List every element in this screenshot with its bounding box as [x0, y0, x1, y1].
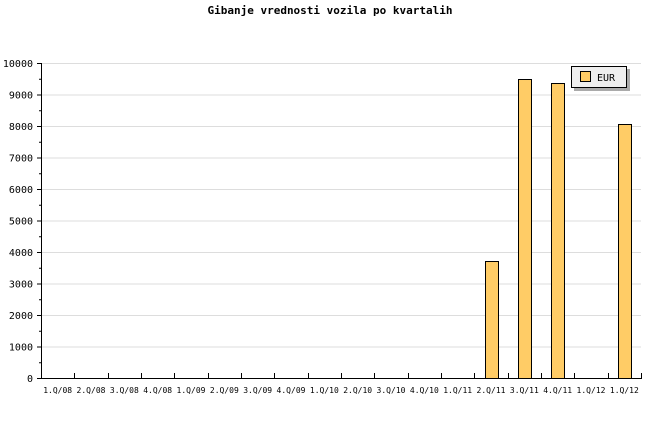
x-tick-label: 4.Q/08 [143, 386, 172, 395]
x-tick-label: 1.Q/12 [610, 386, 639, 395]
y-tick-label: 3000 [9, 280, 33, 291]
x-tick-label: 4.Q/09 [277, 386, 306, 395]
y-tick-label: 10000 [3, 59, 33, 70]
x-tick-label: 3.Q/11 [510, 386, 539, 395]
y-tick-label: 0 [27, 374, 33, 385]
bar [618, 124, 632, 379]
y-tick-label: 4000 [9, 248, 33, 259]
y-tick-label: 7000 [9, 154, 33, 165]
legend-swatch [580, 71, 591, 82]
x-tick-label: 3.Q/09 [243, 386, 272, 395]
x-tick-label: 4.Q/10 [410, 386, 439, 395]
y-tick-label: 9000 [9, 91, 33, 102]
y-tick-label: 5000 [9, 217, 33, 228]
y-tick-label: 6000 [9, 185, 33, 196]
x-tick-label: 1.Q/10 [310, 386, 339, 395]
y-tick-label: 8000 [9, 122, 33, 133]
x-tick-label: 1.Q/09 [177, 386, 206, 395]
x-tick-label: 1.Q/08 [43, 386, 72, 395]
legend-label: EUR [597, 73, 616, 84]
x-tick-label: 1.Q/11 [443, 386, 472, 395]
x-tick-label: 1.Q/12 [577, 386, 606, 395]
x-tick-label: 3.Q/08 [110, 386, 139, 395]
x-tick-label: 4.Q/11 [543, 386, 572, 395]
x-tick-label: 2.Q/08 [77, 386, 106, 395]
x-tick-label: 2.Q/11 [477, 386, 506, 395]
chart-title: Gibanje vrednosti vozila po kvartalih [207, 4, 453, 17]
y-tick-label: 1000 [9, 343, 33, 354]
bar [485, 261, 499, 379]
bar [551, 83, 565, 379]
x-tick-label: 3.Q/10 [377, 386, 406, 395]
x-tick-label: 2.Q/10 [343, 386, 372, 395]
x-tick-label: 2.Q/09 [210, 386, 239, 395]
y-tick-label: 2000 [9, 311, 33, 322]
bar [518, 79, 532, 379]
